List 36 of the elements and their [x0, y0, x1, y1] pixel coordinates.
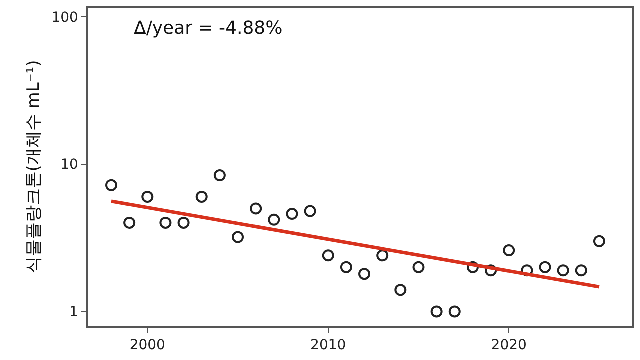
point	[376, 250, 389, 262]
point	[575, 264, 588, 277]
point	[430, 306, 443, 318]
point	[322, 250, 334, 262]
point	[286, 208, 298, 220]
point	[268, 214, 280, 226]
y-tick-label: 10	[60, 157, 78, 174]
y-tick-label: 1	[70, 304, 78, 321]
point	[503, 244, 516, 257]
point	[358, 268, 371, 280]
annotation: Δ/year = -4.88%	[134, 18, 283, 39]
point	[124, 216, 136, 229]
point	[448, 306, 461, 318]
point	[304, 205, 316, 218]
point	[521, 264, 534, 277]
point	[214, 169, 226, 182]
point	[394, 284, 407, 296]
point	[232, 231, 244, 244]
x-tick-label: 2000	[130, 338, 166, 354]
point	[250, 202, 262, 215]
x-tick-label: 2010	[310, 338, 346, 354]
x-tick-label: 2020	[491, 338, 527, 354]
point	[539, 261, 552, 274]
point	[106, 179, 118, 192]
y-axis-title: 식물플랑크톤(개체수 mL⁻¹)	[24, 60, 44, 274]
point	[196, 191, 208, 204]
point	[142, 191, 154, 204]
point	[412, 261, 425, 274]
point	[160, 216, 172, 229]
point	[485, 264, 498, 277]
point	[466, 261, 479, 274]
point	[340, 261, 352, 274]
point	[178, 216, 190, 229]
point	[593, 235, 606, 248]
point	[557, 264, 570, 277]
y-tick-label: 100	[52, 10, 78, 26]
